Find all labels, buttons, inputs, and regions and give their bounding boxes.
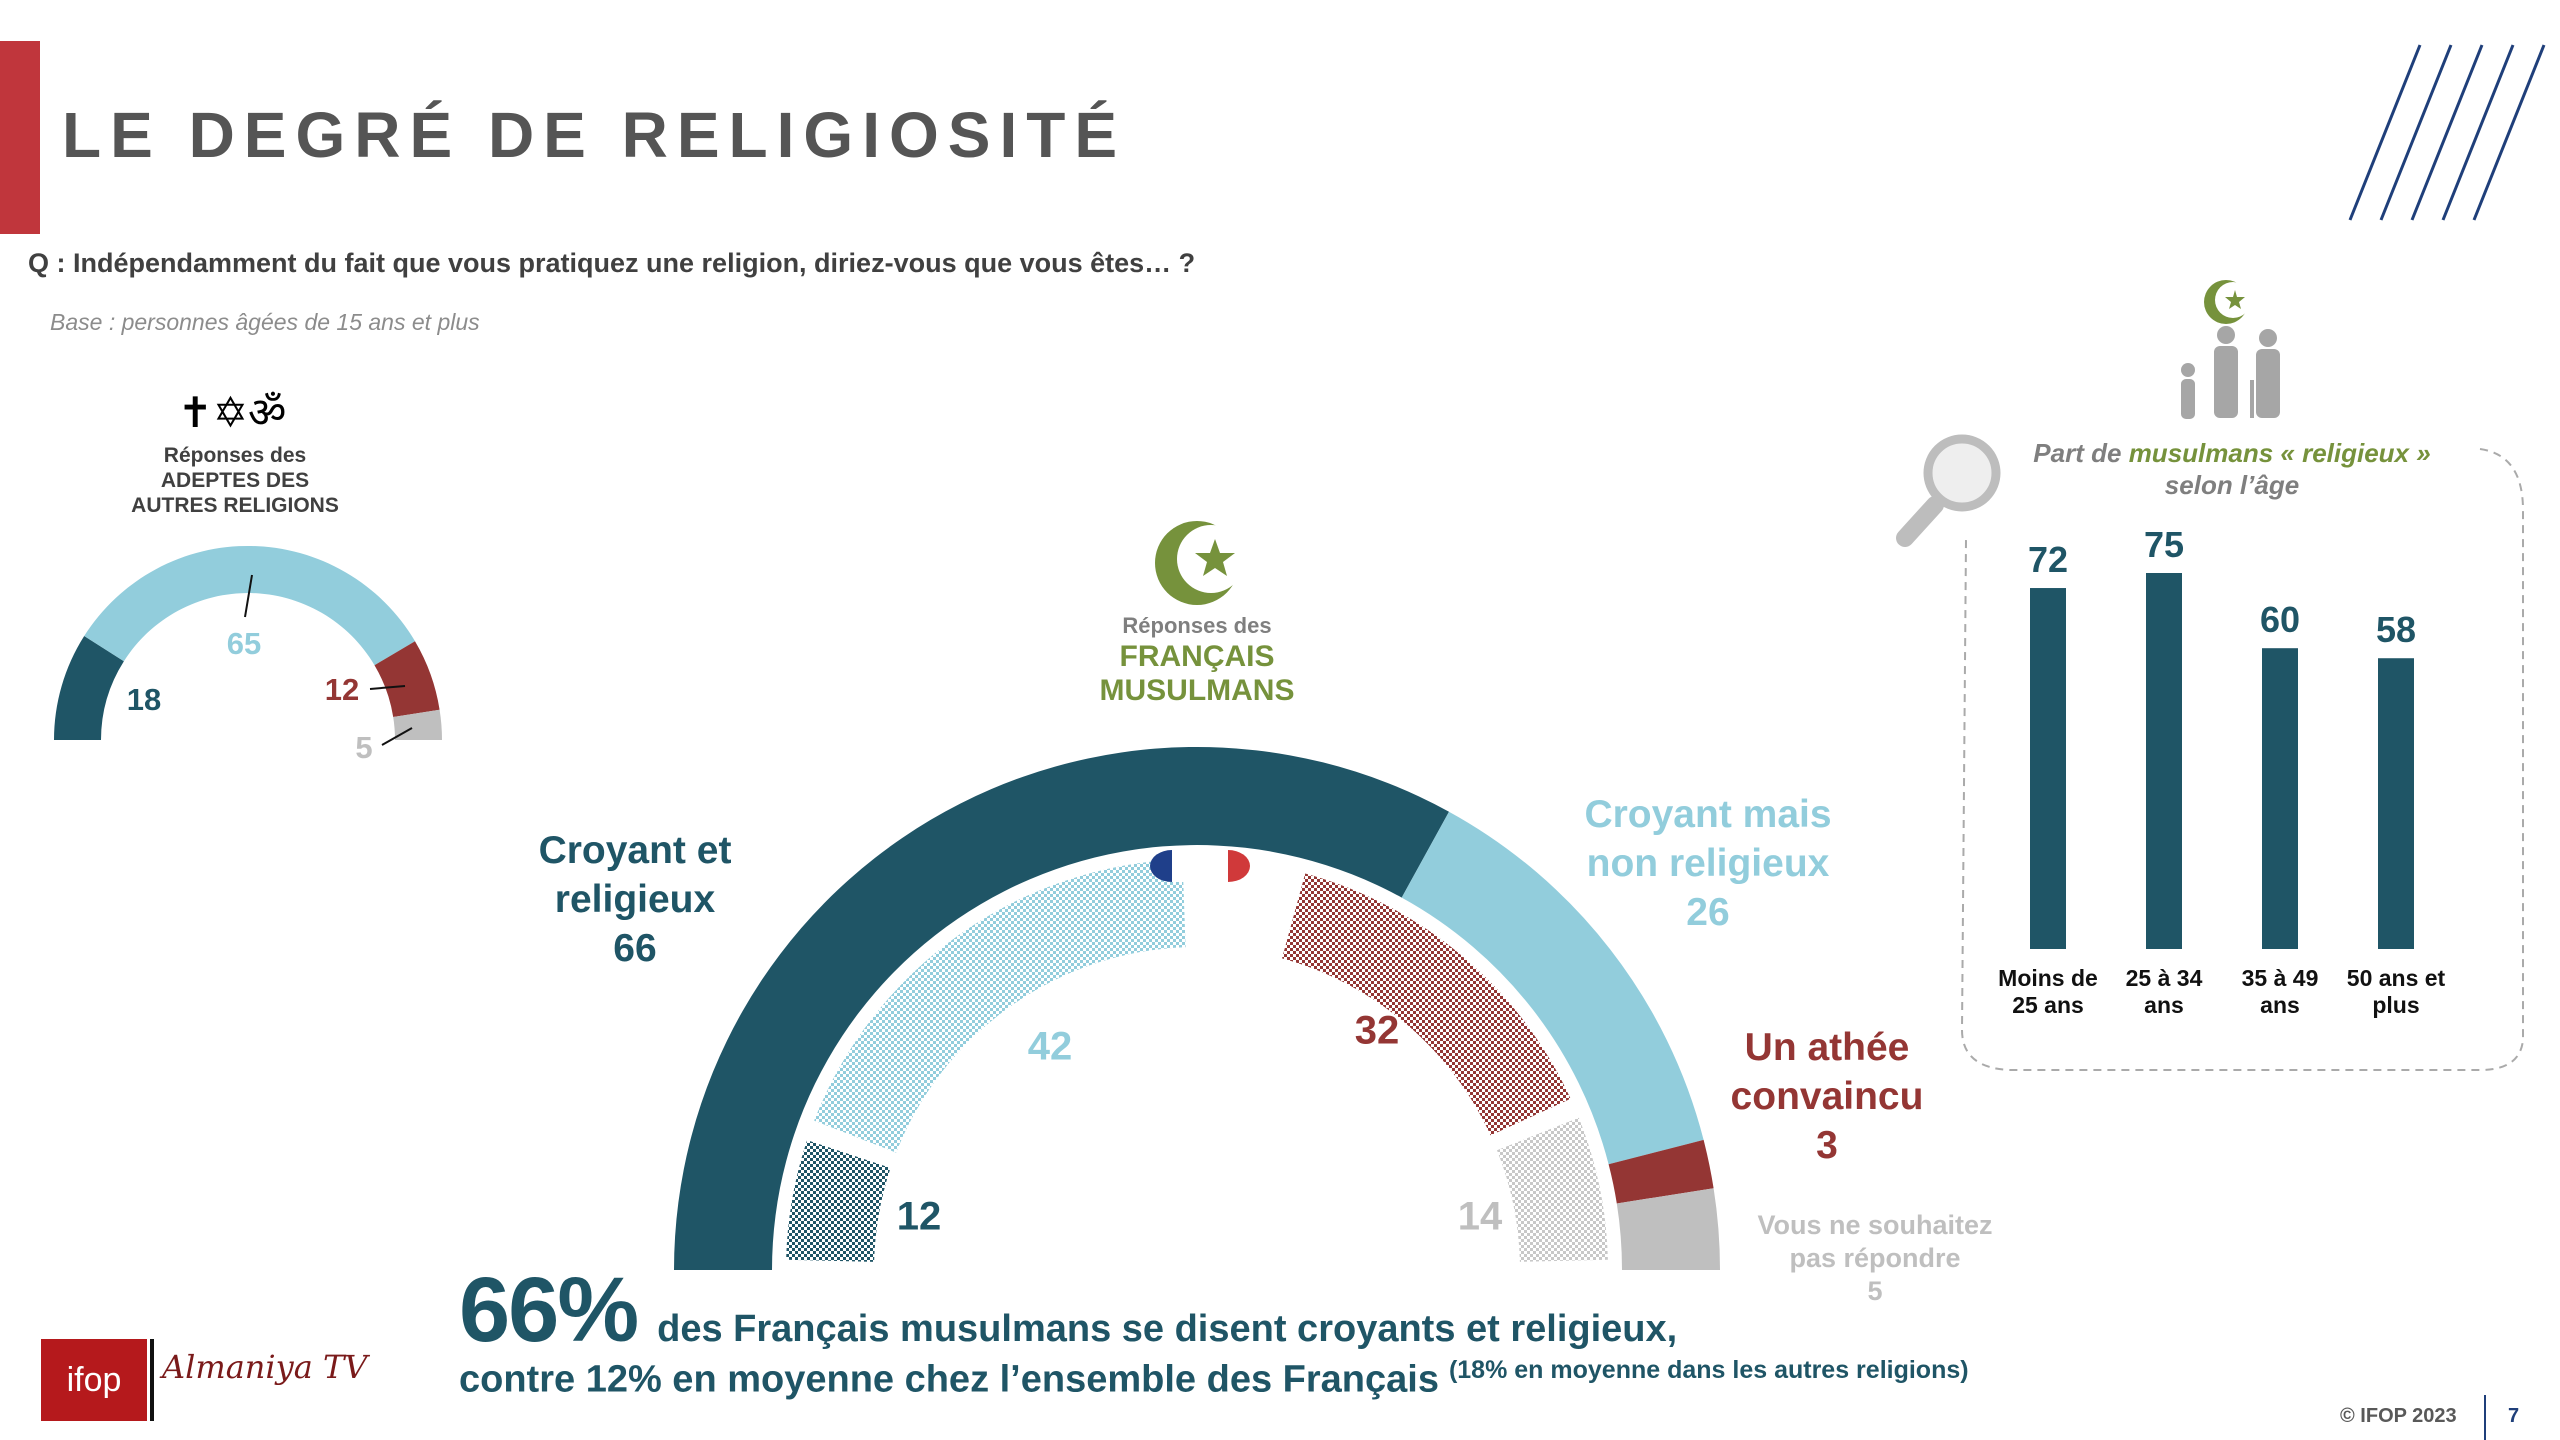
label-line: Réponses des <box>1122 613 1272 638</box>
label-line: MUSULMANS <box>1099 674 1295 707</box>
small-value-65: 65 <box>226 626 262 661</box>
value-label: 26 <box>1686 891 1730 934</box>
muslim-gauge-label: Réponses des FRANÇAIS MUSULMANS <box>1100 612 1295 708</box>
label-line: Croyant et <box>538 829 732 872</box>
bar-category-label: Moins de 25 ans <box>1998 965 2098 1018</box>
small-value-18: 18 <box>126 682 162 717</box>
title-part: selon l’âge <box>2164 470 2300 500</box>
label-line: FRANÇAIS <box>1119 640 1275 673</box>
bar-category-label: 50 ans et plus <box>2346 965 2446 1018</box>
bar-category-label: 25 à 34 ans <box>2125 965 2203 1018</box>
label-line: convaincu <box>1730 1075 1924 1118</box>
label-line: Un athée <box>1744 1026 1910 1069</box>
logo-divider <box>150 1339 154 1421</box>
bar-chart-dashed-frame <box>1960 448 2524 1071</box>
headline-text: des Français musulmans se disent croyant… <box>657 1308 1678 1350</box>
bar-chart-title: Part de musulmans « religieux » selon l’… <box>2033 437 2430 501</box>
outer-ring-segment-2 <box>1401 811 1704 1165</box>
almaniya-tv-logo: Almaniya TV <box>162 1348 368 1386</box>
outer-ring-segment-1 <box>674 746 1449 1270</box>
category-ne-souhaitez-pas-repondre: Vous ne souhaitez pas répondre 5 <box>1757 1209 1992 1308</box>
inner-ring-segment-4 <box>1497 1117 1608 1262</box>
bar-value-label: 58 <box>2376 609 2416 650</box>
decorative-diagonal-lines <box>2348 44 2546 221</box>
outer-ring-segment-3 <box>1608 1139 1714 1204</box>
inner-value-42: 42 <box>1027 1024 1073 1069</box>
small-gauge-label: Réponses des ADEPTES DES AUTRES RELIGION… <box>131 443 339 518</box>
label-line: AUTRES RELIGIONS <box>131 494 339 517</box>
small-gauge-segment-3 <box>374 641 440 717</box>
bar <box>2030 588 2066 949</box>
small-value-5: 5 <box>355 730 373 765</box>
headline-big-value: 66% <box>459 1259 639 1361</box>
small-gauge-chart <box>53 545 442 740</box>
value-label: 3 <box>1816 1124 1838 1167</box>
headline-line1: 66% des Français musulmans se disent croy… <box>459 1258 1677 1363</box>
family-people-icon <box>2181 326 2280 419</box>
label-line: religieux <box>554 878 716 921</box>
inner-ring-segment-1 <box>786 1140 891 1262</box>
label-line: Réponses des <box>163 444 307 467</box>
bar-value-label: 75 <box>2144 524 2184 565</box>
small-gauge-segment-1 <box>53 636 124 740</box>
headline-note: (18% en moyenne dans les autres religion… <box>1448 1356 1969 1384</box>
star-of-david-icon: ✡ <box>212 389 249 436</box>
label-line: pas répondre <box>1789 1243 1961 1273</box>
small-gauge-segment-2 <box>84 545 415 666</box>
category-croyant-non-religieux: Croyant mais non religieux 26 <box>1584 790 1831 937</box>
label-line: Vous ne souhaitez <box>1757 1210 1993 1240</box>
small-value-12: 12 <box>324 672 360 707</box>
muslim-gauge-chart <box>674 746 1721 1270</box>
headline-text: contre 12% en moyenne chez l’ensemble de… <box>459 1358 1439 1401</box>
label-line: Croyant mais <box>1584 793 1832 836</box>
copyright: © IFOP 2023 <box>2340 1405 2457 1427</box>
bar <box>2146 573 2182 949</box>
survey-base: Base : personnes âgées de 15 ans et plus <box>50 309 480 335</box>
french-flag-icon <box>1150 850 1250 882</box>
bar <box>2262 648 2298 949</box>
crescent-star-icon-small <box>2204 280 2251 324</box>
om-icon: ॐ <box>248 389 287 436</box>
magnifier-icon <box>1896 434 2001 547</box>
cross-icon: ✝ <box>177 389 213 436</box>
page-title: LE DEGRÉ DE RELIGIOSITÉ <box>62 99 1126 171</box>
inner-value-14: 14 <box>1457 1194 1503 1239</box>
label-line: ADEPTES DES <box>160 469 310 492</box>
small-gauge-leader-lines <box>244 574 413 746</box>
page-number: 7 <box>2508 1405 2520 1427</box>
survey-question: Q : Indépendamment du fait que vous prat… <box>28 248 1196 278</box>
other-religions-icons: ✝✡ॐ <box>178 383 287 440</box>
value-label: 5 <box>1867 1276 1883 1306</box>
label-line: non religieux <box>1586 842 1830 885</box>
inner-ring-segment-2 <box>814 859 1186 1153</box>
value-label: 66 <box>613 927 657 970</box>
headline-line2: contre 12% en moyenne chez l’ensemble de… <box>459 1356 1969 1402</box>
bar <box>2378 658 2414 949</box>
title-highlight: musulmans « religieux » <box>2128 438 2431 468</box>
inner-value-12: 12 <box>896 1194 942 1239</box>
title-part: Part de <box>2033 438 2122 468</box>
age-bar-chart: 72 75 60 58 <box>2028 524 2416 949</box>
crescent-star-icon <box>1155 521 1245 605</box>
outer-ring-segment-4 <box>1616 1188 1721 1270</box>
inner-value-32: 32 <box>1354 1008 1400 1053</box>
ifop-logo: ifop <box>41 1339 147 1421</box>
bar-value-label: 60 <box>2260 599 2300 640</box>
bar-category-label: 35 à 49 ans <box>2241 965 2319 1018</box>
category-croyant-religieux: Croyant et religieux 66 <box>539 826 732 973</box>
inner-ring-segment-3 <box>1282 873 1571 1136</box>
page-number-divider <box>2484 1395 2486 1440</box>
bar-value-label: 72 <box>2028 539 2068 580</box>
category-athee-convaincu: Un athée convaincu 3 <box>1731 1023 1924 1170</box>
title-accent-bar <box>0 41 40 234</box>
